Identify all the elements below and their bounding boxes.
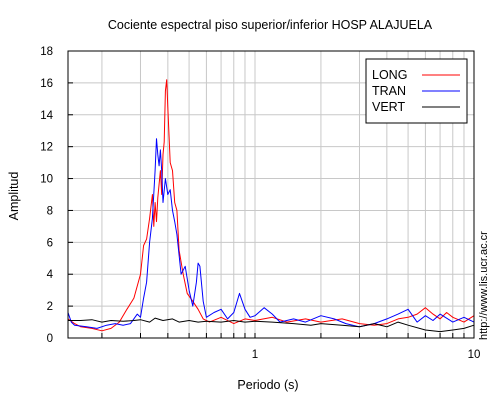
x-tick-label: 1 [252, 349, 258, 361]
series-line-vert [68, 317, 475, 333]
legend-label-tran: TRAN [372, 84, 406, 98]
y-tick-label: 16 [40, 78, 53, 90]
y-tick-label: 8 [47, 205, 53, 217]
y-tick-label: 14 [40, 110, 53, 122]
y-tick-label: 18 [40, 46, 53, 58]
x-axis-label: Periodo (s) [237, 378, 298, 392]
legend: LONG TRAN VERT [365, 58, 468, 124]
axis-tick-labels: 0 2 4 6 8 10 12 14 16 18 1 10 [40, 46, 480, 361]
side-url-label: http://www.lis.ucr.ac.cr [478, 231, 490, 340]
x-tick-label: 10 [468, 349, 481, 361]
y-tick-label: 0 [47, 333, 53, 345]
series-line-long [67, 79, 475, 332]
legend-label-vert: VERT [372, 100, 405, 114]
y-tick-label: 4 [47, 269, 54, 281]
y-axis-label: Amplitud [7, 172, 21, 221]
grid [68, 50, 475, 339]
plot-frame [67, 50, 475, 339]
series-line-tran [67, 138, 475, 329]
legend-label-long: LONG [372, 68, 407, 82]
y-tick-label: 6 [47, 237, 53, 249]
series-layer [67, 79, 475, 333]
chart-title: Cociente espectral piso superior/inferio… [108, 18, 433, 32]
y-tick-label: 12 [40, 142, 53, 154]
y-tick-label: 2 [47, 301, 53, 313]
y-tick-label: 10 [40, 174, 53, 186]
